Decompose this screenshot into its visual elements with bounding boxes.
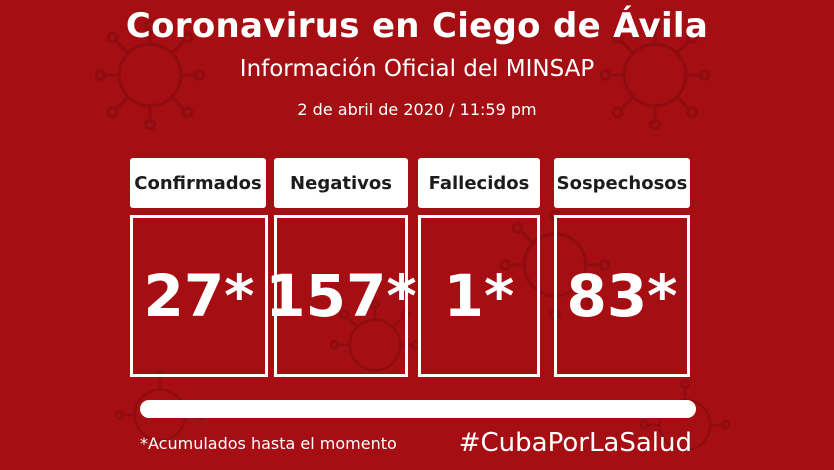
value-sospechosos: 83* — [554, 215, 690, 377]
page-title: Coronavirus en Ciego de Ávila — [125, 6, 709, 46]
divider-bar — [140, 400, 696, 418]
hashtag: #CubaPorLaSalud — [458, 428, 692, 458]
coronavirus-icon — [95, 20, 205, 130]
value-fallecidos: 1* — [418, 215, 540, 377]
value-confirmados: 27* — [130, 215, 268, 377]
label-negativos: Negativos — [274, 158, 408, 208]
coronavirus-icon — [640, 380, 730, 452]
page-subtitle: Información Oficial del MINSAP — [239, 56, 595, 82]
coronavirus-icon — [600, 20, 710, 130]
value-negativos: 157* — [265, 215, 417, 377]
label-fallecidos: Fallecidos — [418, 158, 540, 208]
label-sospechosos: Sospechosos — [554, 158, 690, 208]
footnote: *Acumulados hasta el momento — [140, 434, 397, 453]
label-confirmados: Confirmados — [130, 158, 266, 208]
report-date: 2 de abril de 2020 / 11:59 pm — [297, 100, 537, 119]
